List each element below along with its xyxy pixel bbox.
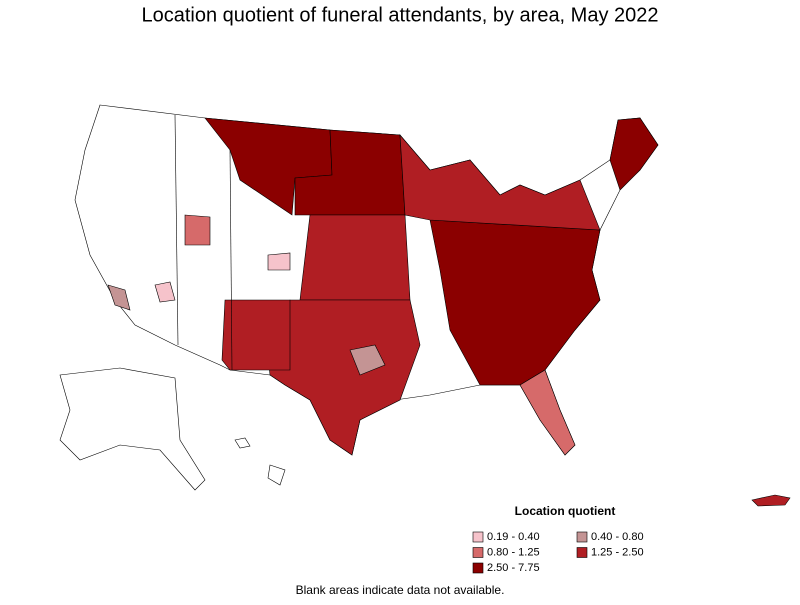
map-title: Location quotient of funeral attendants,… (141, 4, 658, 26)
hawaii (234, 437, 251, 449)
region (519, 369, 576, 456)
legend-label: 0.80 - 1.25 (487, 546, 540, 558)
region (399, 134, 601, 231)
hawaii (267, 464, 286, 486)
legend-swatch (472, 547, 484, 558)
legend-title: Location quotient (515, 504, 616, 518)
border (174, 114, 179, 346)
legend-label: 1.25 - 2.50 (591, 546, 644, 558)
legend: 0.19 - 0.40 0.40 - 0.80 0.80 - 1.25 1.25 - … (472, 531, 644, 574)
alaska (59, 367, 206, 491)
region (107, 284, 131, 311)
legend-label: 0.40 - 0.80 (591, 531, 644, 543)
legend-swatch (472, 562, 484, 574)
puerto-rico (751, 494, 791, 507)
footnote: Blank areas indicate data not available. (296, 583, 505, 597)
region (299, 214, 411, 301)
legend-label: 0.19 - 0.40 (487, 531, 540, 543)
region (221, 299, 291, 371)
region (349, 344, 386, 376)
legend-label: 2.50 - 7.75 (487, 562, 540, 574)
us-map (59, 104, 791, 507)
region (609, 117, 659, 191)
legend-swatch (576, 547, 588, 558)
region (154, 281, 176, 303)
region (184, 214, 211, 246)
border (229, 149, 233, 371)
legend-swatch (576, 531, 588, 543)
region (267, 252, 291, 271)
legend-swatch (472, 531, 484, 543)
